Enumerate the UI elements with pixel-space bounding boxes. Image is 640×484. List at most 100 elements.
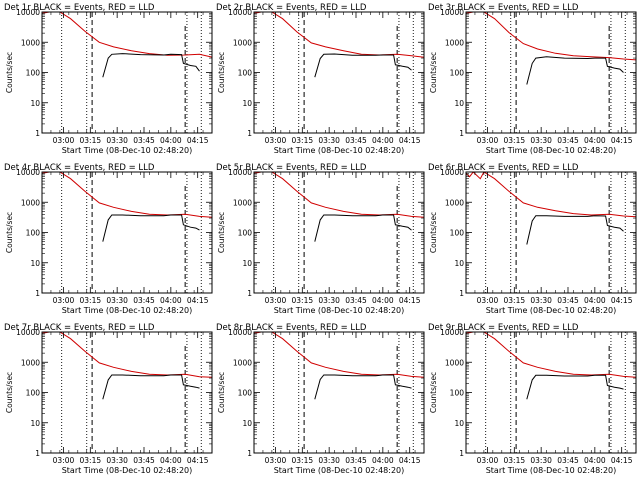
y-tick-label: 100 (238, 229, 253, 238)
y-tick-label: 10000 (228, 168, 252, 177)
y-tick-label: 10000 (440, 328, 464, 337)
y-tick-label: 10000 (16, 328, 40, 337)
x-tick-label: 04:00 (584, 456, 606, 465)
x-tick-label: 03:15 (80, 136, 102, 145)
x-tick-label: 03:30 (106, 456, 128, 465)
y-tick-label: 1000 (445, 358, 464, 367)
curves (466, 12, 636, 85)
y-tick-label: 1 (247, 129, 252, 138)
x-axis-label: Start Time (08-Dec-10 02:48:20) (486, 146, 617, 155)
x-tick-label: 03:45 (345, 456, 367, 465)
y-axis-label: Counts/sec (429, 372, 438, 413)
x-tick-label: 04:15 (611, 456, 633, 465)
y-tick-label: 100 (26, 229, 41, 238)
x-tick-label: 04:15 (611, 136, 633, 145)
x-tick-label: 03:15 (80, 456, 102, 465)
y-tick-label: 10000 (228, 8, 252, 17)
x-tick-label: 03:00 (53, 296, 75, 305)
x-tick-label: 04:15 (187, 456, 209, 465)
x-tick-label: 04:00 (160, 296, 182, 305)
curves (466, 172, 636, 245)
x-tick-label: 04:00 (584, 136, 606, 145)
curves (254, 172, 424, 242)
curves (254, 332, 424, 400)
y-tick-label: 1000 (233, 198, 252, 207)
x-tick-label: 03:30 (530, 296, 552, 305)
lld-series-line (42, 332, 212, 378)
y-axis-label: Counts/sec (5, 52, 14, 93)
y-tick-label: 10000 (16, 8, 40, 17)
x-tick-label: 03:00 (265, 456, 287, 465)
panel-title: Det 5r BLACK = Events, RED = LLD (216, 163, 367, 173)
x-axis-label: Start Time (08-Dec-10 02:48:20) (274, 146, 405, 155)
y-tick-label: 1000 (21, 38, 40, 47)
y-tick-label: 10 (454, 259, 464, 268)
panel-2: Det 2r BLACK = Events, RED = LLD 1 10 100 10… (216, 3, 425, 155)
x-tick-label: 03:30 (318, 456, 340, 465)
y-tick-label: 10 (242, 259, 252, 268)
y-tick-label: 1000 (233, 358, 252, 367)
events-series-line (526, 374, 624, 400)
y-tick-label: 10 (454, 99, 464, 108)
y-tick-label: 1000 (445, 38, 464, 47)
x-tick-label: 03:45 (557, 456, 579, 465)
y-tick-label: 10000 (228, 328, 252, 337)
x-tick-label: 03:45 (345, 296, 367, 305)
y-tick-label: 1 (459, 129, 464, 138)
events-series-line (314, 214, 412, 242)
curves (42, 332, 212, 400)
events-series-line (314, 53, 412, 78)
y-tick-label: 1 (35, 129, 40, 138)
x-tick-label: 04:00 (372, 136, 394, 145)
lld-series-line (466, 332, 636, 378)
x-tick-label: 03:15 (504, 296, 526, 305)
x-tick-label: 03:30 (318, 136, 340, 145)
panel-title: Det 7r BLACK = Events, RED = LLD (4, 323, 155, 333)
x-tick-label: 03:30 (318, 296, 340, 305)
x-tick-label: 03:00 (477, 296, 499, 305)
x-tick-label: 03:15 (504, 456, 526, 465)
curves (466, 332, 636, 400)
y-tick-label: 10000 (440, 168, 464, 177)
y-axis-label: Counts/sec (429, 212, 438, 253)
x-tick-label: 03:00 (477, 136, 499, 145)
lld-series-line (254, 332, 424, 378)
x-tick-label: 03:45 (133, 456, 155, 465)
events-series-line (102, 374, 200, 400)
x-axis-label: Start Time (08-Dec-10 02:48:20) (62, 146, 193, 155)
x-tick-label: 04:15 (187, 296, 209, 305)
panel-3: Det 3r BLACK = Events, RED = LLD 1 10 100 10… (428, 3, 637, 155)
y-tick-label: 1 (459, 449, 464, 458)
y-tick-label: 1000 (445, 198, 464, 207)
lld-series-line (466, 172, 636, 218)
curves (254, 12, 424, 78)
panel-title: Det 8r BLACK = Events, RED = LLD (216, 323, 367, 333)
x-tick-label: 03:00 (265, 136, 287, 145)
y-tick-label: 100 (238, 69, 253, 78)
y-tick-label: 10000 (16, 168, 40, 177)
y-tick-label: 1000 (233, 38, 252, 47)
y-tick-label: 10 (30, 99, 40, 108)
y-axis-label: Counts/sec (5, 372, 14, 413)
y-axis-label: Counts/sec (217, 372, 226, 413)
x-axis-label: Start Time (08-Dec-10 02:48:20) (62, 306, 193, 315)
x-tick-label: 04:15 (611, 296, 633, 305)
x-axis-label: Start Time (08-Dec-10 02:48:20) (62, 466, 193, 475)
events-series-line (314, 374, 412, 400)
lld-series-line (254, 12, 424, 58)
lld-series-line (466, 12, 636, 61)
x-tick-label: 03:45 (345, 136, 367, 145)
x-tick-label: 03:15 (292, 456, 314, 465)
x-tick-label: 04:00 (160, 136, 182, 145)
x-tick-label: 03:30 (530, 456, 552, 465)
x-axis-label: Start Time (08-Dec-10 02:48:20) (486, 466, 617, 475)
panel-title: Det 6r BLACK = Events, RED = LLD (428, 163, 579, 173)
panel-9: Det 9r BLACK = Events, RED = LLD 1 10 100 10… (428, 323, 637, 475)
y-tick-label: 1 (35, 449, 40, 458)
x-axis-label: Start Time (08-Dec-10 02:48:20) (274, 466, 405, 475)
x-tick-label: 03:30 (106, 296, 128, 305)
y-tick-label: 1 (247, 289, 252, 298)
x-tick-label: 03:15 (80, 296, 102, 305)
y-tick-label: 100 (450, 69, 465, 78)
